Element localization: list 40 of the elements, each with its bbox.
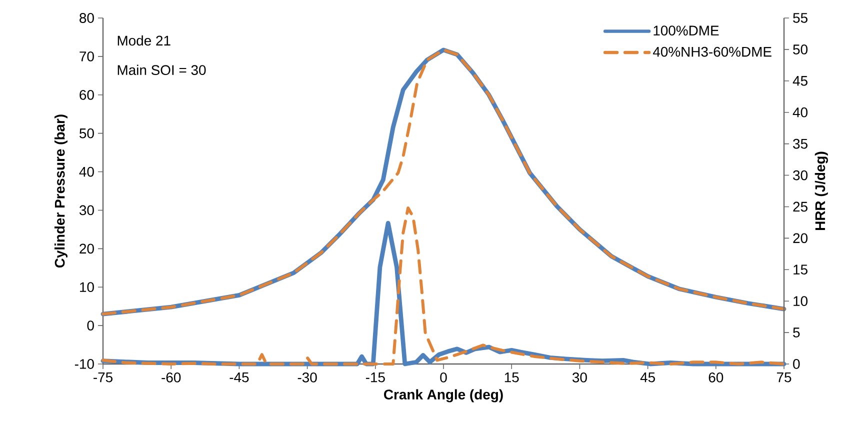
x-tick-label: 0 [440, 372, 447, 382]
y2-tick-label: 15 [794, 264, 808, 275]
y2-tick-label: 40 [792, 107, 808, 118]
y2-tick-label: 35 [793, 138, 808, 149]
y-tick-label: 60 [80, 90, 94, 100]
y2-tick-label: 45 [792, 76, 808, 86]
x-tick-label: -30 [298, 372, 317, 382]
y-tick-label: 40 [79, 166, 94, 177]
y-tick-label: 30 [79, 205, 94, 216]
legend-label: 40%NH3-60%DME [652, 46, 772, 57]
x-tick-label: -45 [230, 372, 249, 382]
y2-tick-label: 25 [793, 202, 808, 212]
y2-tick-label: 20 [793, 233, 808, 244]
x-tick-label: 15 [504, 372, 519, 382]
x-tick-label: 45 [640, 372, 655, 382]
legend-label: 100%DME [654, 26, 719, 36]
y-tick-label: -10 [74, 359, 94, 369]
y-axis-title: Cylinder Pressure (bar) [54, 114, 68, 268]
x-tick-label: -15 [366, 372, 385, 382]
y-tick-label: 50 [80, 128, 94, 138]
y2-tick-label: 5 [793, 328, 800, 338]
y2-tick-label: 55 [793, 13, 808, 23]
y-tick-label: 10 [80, 282, 94, 292]
y2-tick-label: 50 [793, 44, 808, 54]
x-tick-label: 60 [708, 372, 724, 382]
y2-tick-label: 30 [793, 170, 808, 180]
x-tick-label: -75 [94, 372, 112, 382]
annotation: Main SOI = 30 [118, 64, 206, 76]
y-tick-label: 70 [80, 51, 94, 62]
y2-tick-label: 0 [793, 359, 800, 369]
x-tick-label: -60 [162, 372, 181, 382]
x-axis-title: Crank Angle (deg) [384, 389, 503, 402]
x-tick-label: 75 [776, 372, 792, 382]
y-tick-label: 80 [80, 13, 94, 23]
y-tick-label: 0 [87, 320, 94, 330]
y-tick-label: 20 [80, 244, 94, 254]
x-tick-label: 30 [572, 372, 587, 382]
y2-axis-title: HRR (J/deg) [814, 152, 828, 230]
y2-tick-label: 10 [794, 296, 808, 306]
annotation: Mode 21 [118, 35, 170, 46]
